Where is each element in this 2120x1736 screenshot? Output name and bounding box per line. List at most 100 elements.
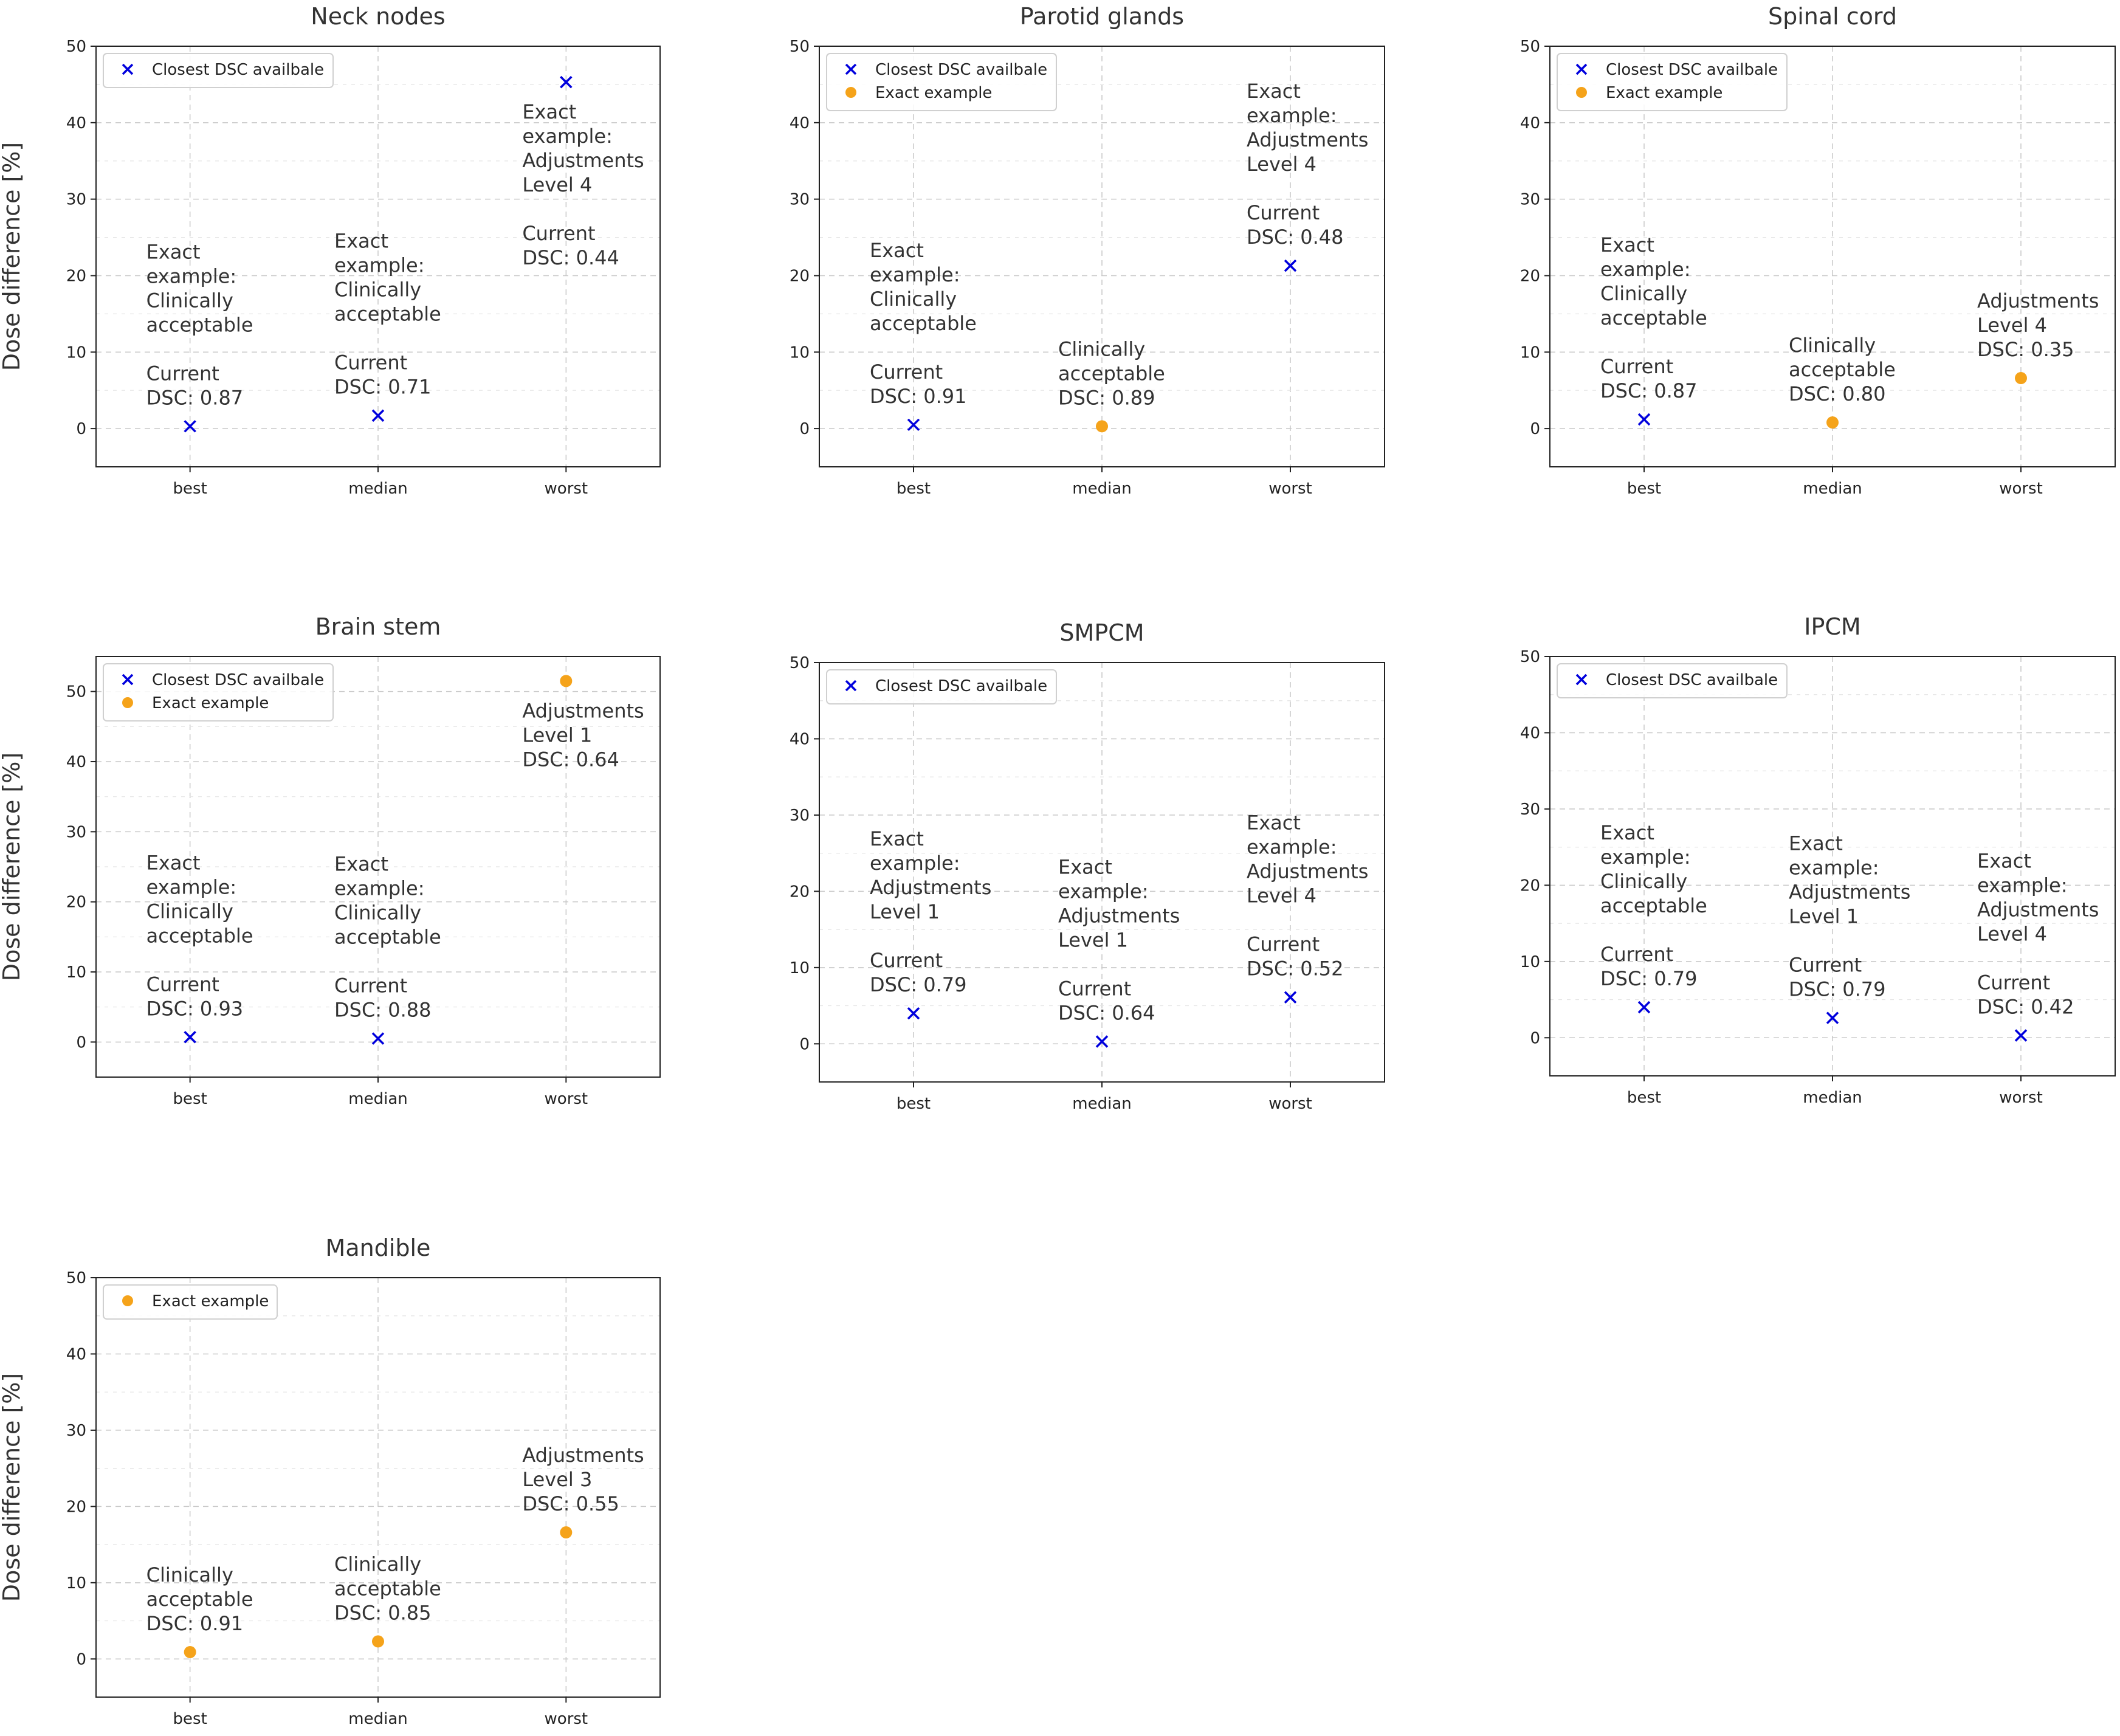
annotation-line: Level 3	[522, 1468, 592, 1491]
x-tick-label: median	[348, 1710, 407, 1728]
y-tick-label: 10	[1520, 953, 1540, 971]
annotation-line: DSC: 0.79	[1789, 978, 1886, 1001]
annotation: Exact example: Adjustments Level 4 Current DS…	[522, 100, 644, 269]
annotation-line: Exact	[334, 230, 388, 253]
annotation-line: DSC: 0.87	[1600, 379, 1698, 402]
annotation: Exact example: Clinically acceptable Current…	[334, 853, 441, 1022]
annotation-line: DSC: 0.71	[334, 376, 432, 399]
annotation-line: Exact	[1600, 821, 1654, 844]
data-point-closest-best-stroke-b	[184, 420, 196, 433]
y-tick-label: 50	[66, 1269, 86, 1287]
data-point-closest-best-stroke-b	[1637, 413, 1651, 426]
annotation: Clinically acceptable DSC: 0.91	[146, 1563, 253, 1635]
y-tick-label: 30	[66, 191, 86, 209]
data-point-closest-best	[1637, 413, 1651, 426]
y-tick-label: 10	[790, 959, 810, 977]
y-tick-label: 30	[66, 1422, 86, 1440]
chart-title: Spinal cord	[1768, 3, 1897, 30]
annotation-line: Level 4	[1977, 923, 2047, 946]
data-point-closest-best	[1637, 1001, 1651, 1014]
annotation: Adjustments Level 4 DSC: 0.35	[1977, 289, 2099, 361]
annotation-line: acceptable	[334, 926, 441, 949]
x-tick-label: best	[173, 1710, 207, 1728]
legend-box	[103, 53, 334, 88]
annotation-line: DSC: 0.55	[522, 1492, 619, 1515]
legend-marker-closest	[1575, 63, 1588, 75]
annotation-line: acceptable	[146, 313, 253, 336]
y-tick-label: 0	[799, 420, 810, 438]
x-tick-label: median	[348, 1090, 407, 1108]
data-point-closest-worst	[1284, 259, 1297, 272]
data-point-closest-worst-stroke-b	[2014, 1029, 2028, 1042]
data-point-closest-best-stroke-b	[1637, 1001, 1651, 1014]
data-point-closest-best	[907, 418, 920, 432]
data-point-exact-worst	[560, 1526, 573, 1539]
data-point-exact-worst	[2014, 372, 2027, 385]
annotation-line: Current	[1247, 201, 1320, 224]
panel-neck-nodes: 0 10 20 30 40 50 best median worst Neck nodes Dose…	[0, 3, 661, 498]
annotation-line: DSC: 0.44	[522, 246, 619, 269]
chart-title: Brain stem	[315, 613, 441, 640]
annotation-line: Adjustments	[870, 876, 991, 899]
legend-label-exact: Exact example	[152, 694, 269, 712]
x-tick-label: best	[897, 480, 931, 498]
annotation-line: Adjustments	[1977, 898, 2099, 921]
x-tick-label: worst	[545, 1710, 588, 1728]
annotation: Exact example: Adjustments Level 4 Current DS…	[1247, 80, 1368, 249]
annotation-line: Current	[334, 351, 407, 374]
annotation-line: DSC: 0.42	[1977, 996, 2074, 1019]
legend-marker-closest-stroke-b	[1575, 673, 1588, 686]
legend-marker-closest-stroke-b	[845, 680, 857, 692]
y-tick-label: 10	[66, 343, 86, 362]
annotation-line: acceptable	[1600, 894, 1707, 917]
chart-title: SMPCM	[1059, 619, 1144, 646]
data-point-exact-median	[1826, 416, 1839, 429]
annotation: Clinically acceptable DSC: 0.85	[334, 1552, 441, 1624]
x-tick-label: median	[348, 480, 407, 498]
data-point-closest-best	[184, 420, 196, 433]
annotation-line: Current	[522, 222, 595, 245]
annotation-line: DSC: 0.79	[870, 973, 967, 996]
x-tick-label: median	[1803, 480, 1862, 498]
annotation-line: DSC: 0.79	[1600, 967, 1698, 990]
annotation-line: Level 4	[1247, 884, 1316, 908]
annotation-line: Clinically	[334, 278, 421, 301]
annotation-line: Adjustments	[522, 149, 644, 172]
y-tick-label: 50	[790, 654, 810, 672]
legend-marker-closest-stroke-b	[122, 673, 134, 686]
annotation-line: example:	[146, 264, 237, 288]
legend-marker-closest-stroke-b	[122, 63, 134, 75]
annotation: Exact example: Adjustments Level 1 Current DS…	[1058, 856, 1180, 1025]
y-tick-label: 50	[1520, 38, 1540, 56]
legend: Closest DSC availbale Exact example	[826, 53, 1057, 111]
legend: Closest DSC availbale	[826, 669, 1057, 704]
y-tick-label: 0	[799, 1035, 810, 1053]
annotation-line: Clinically	[1600, 282, 1687, 305]
x-tick-label: worst	[545, 480, 588, 498]
annotation-line: Level 1	[522, 723, 592, 746]
legend: Exact example	[103, 1284, 278, 1320]
annotation-line: example:	[870, 852, 960, 875]
y-axis-label: Dose difference [%]	[0, 142, 25, 371]
annotation-line: DSC: 0.93	[146, 997, 244, 1020]
annotation-line: Adjustments	[1247, 128, 1368, 151]
panel-mandible: 0 10 20 30 40 50 best median worst Mandible Dose d…	[0, 1235, 661, 1728]
annotation-line: acceptable	[146, 924, 253, 947]
legend-box	[103, 663, 334, 722]
legend-marker-exact	[122, 1295, 133, 1306]
y-tick-label: 30	[790, 191, 810, 209]
annotation-line: Current	[1600, 943, 1673, 966]
legend-marker-exact	[122, 697, 133, 708]
annotation-line: Exact	[870, 239, 924, 262]
data-point-closest-worst-stroke-b	[1284, 259, 1297, 272]
legend-label-closest: Closest DSC availbale	[1606, 671, 1778, 689]
data-point-closest-worst	[2014, 1029, 2028, 1042]
y-tick-label: 0	[1530, 1029, 1540, 1047]
annotation: Exact example: Clinically acceptable Current…	[146, 851, 253, 1020]
annotation: Exact example: Clinically acceptable Current…	[146, 240, 253, 409]
annotation-line: example:	[146, 875, 237, 898]
annotation-line: Clinically	[334, 901, 421, 925]
legend: Closest DSC availbale Exact example	[103, 663, 334, 722]
